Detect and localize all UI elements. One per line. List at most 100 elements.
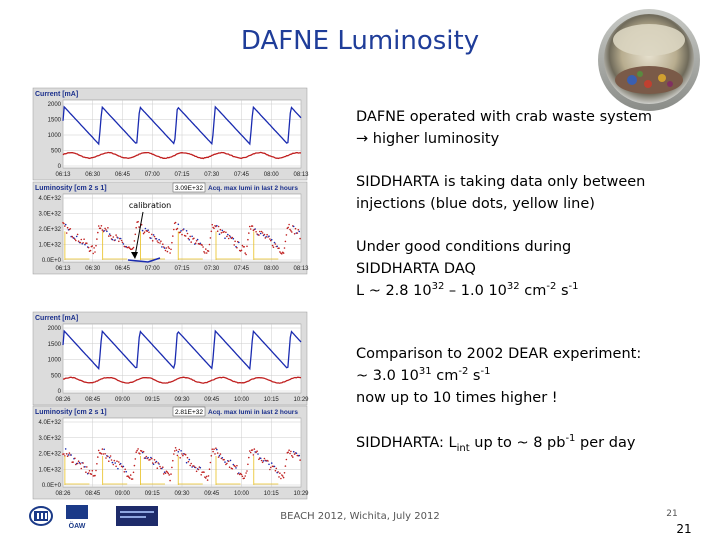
luminosity-point <box>96 463 98 465</box>
luminosity-point <box>143 231 146 233</box>
luminosity-point <box>289 452 291 455</box>
luminosity-point <box>273 465 276 468</box>
plot-panel: Luminosity [cm 2 s 1] 3.09E+32 Acq. max lu… <box>32 181 309 275</box>
daq-line <box>215 231 241 260</box>
luminosity-point <box>267 460 269 462</box>
y-tick-label: 4.0E+32 <box>38 196 61 202</box>
luminosity-point <box>244 252 246 254</box>
x-tick-label: 07:00 <box>145 172 161 178</box>
luminosity-point <box>195 470 198 473</box>
luminosity-point <box>132 246 135 249</box>
luminosity-point <box>202 246 204 248</box>
luminosity-point <box>172 459 174 462</box>
luminosity-point <box>79 463 82 465</box>
luminosity-point <box>186 232 189 235</box>
luminosity-point <box>217 225 220 228</box>
luminosity-point <box>292 225 295 228</box>
luminosity-point <box>299 459 301 461</box>
luminosity-point <box>224 461 226 463</box>
text-run: → higher luminosity <box>356 131 500 147</box>
luminosity-point <box>226 462 228 465</box>
luminosity-point <box>270 238 273 241</box>
luminosity-point <box>233 244 235 246</box>
luminosity-point <box>170 248 172 251</box>
luminosity-point <box>274 243 277 245</box>
luminosity-point <box>117 467 119 470</box>
luminosity-point <box>123 471 126 473</box>
x-tick-label: 09:45 <box>204 491 220 497</box>
x-tick-label: 06:45 <box>115 266 131 272</box>
luminosity-point <box>161 467 163 470</box>
daq-line <box>140 231 165 260</box>
luminosity-point <box>162 473 165 475</box>
luminosity-point <box>71 235 73 238</box>
luminosity-point <box>236 464 238 467</box>
luminosity-point <box>177 451 180 453</box>
text-run: L ~ 2.8 10 <box>356 283 432 299</box>
luminosity-point <box>67 454 70 456</box>
luminosity-point <box>177 223 180 226</box>
y-tick-label: 1.0E+32 <box>38 243 61 249</box>
luminosity-point <box>246 245 248 248</box>
luminosity-point <box>208 468 211 471</box>
luminosity-point <box>263 457 266 460</box>
luminosity-point <box>85 471 87 474</box>
luminosity-point <box>275 467 278 470</box>
luminosity-point <box>147 229 149 231</box>
luminosity-point <box>115 234 117 236</box>
luminosity-point <box>96 238 98 240</box>
x-tick-label: 07:15 <box>174 266 190 272</box>
luminosity-point <box>173 450 176 452</box>
luminosity-point <box>218 233 221 235</box>
luminosity-point <box>129 474 132 476</box>
luminosity-point <box>287 226 290 229</box>
luminosity-point <box>168 247 170 250</box>
annotation-arrowhead <box>131 252 138 259</box>
luminosity-point <box>64 225 66 227</box>
luminosity-point <box>292 450 295 453</box>
luminosity-point <box>91 245 94 247</box>
luminosity-point <box>205 252 208 254</box>
luminosity-point <box>172 235 174 237</box>
x-tick-label: 08:26 <box>55 397 71 403</box>
luminosity-point <box>95 469 97 472</box>
luminosity-point <box>228 466 231 469</box>
luminosity-point <box>279 472 281 475</box>
luminosity-point <box>193 465 195 467</box>
luminosity-point <box>261 232 264 234</box>
luminosity-point <box>298 454 301 457</box>
luminosity-point <box>284 240 287 243</box>
text-line: now up to 10 times higher ! <box>356 390 558 406</box>
photo <box>597 8 701 113</box>
text-line: injections (blue dots, yellow line) <box>356 196 595 212</box>
text-run: Under good conditions during <box>356 239 571 255</box>
luminosity-point <box>258 458 260 461</box>
luminosity-point <box>94 474 96 477</box>
luminosity-point <box>157 462 159 464</box>
luminosity-point <box>162 243 164 245</box>
luminosity-point <box>288 449 290 452</box>
luminosity-point <box>232 237 235 240</box>
luminosity-point <box>205 248 207 250</box>
luminosity-point <box>155 238 158 240</box>
luminosity-point <box>166 471 169 474</box>
luminosity-point <box>189 235 191 238</box>
luminosity-point <box>87 246 90 249</box>
luminosity-point <box>124 468 126 471</box>
luminosity-point <box>260 459 263 462</box>
luminosity-point <box>284 465 287 467</box>
luminosity-point <box>228 234 231 237</box>
luminosity-point <box>119 237 122 240</box>
luminosity-point <box>82 462 84 464</box>
luminosity-point <box>161 246 163 248</box>
luminosity-point <box>102 453 105 455</box>
luminosity-point <box>282 252 285 254</box>
y-tick-label: 1500 <box>48 342 62 348</box>
current-trace <box>62 376 302 384</box>
luminosity-point <box>167 472 170 475</box>
luminosity-point <box>247 463 249 466</box>
luminosity-point <box>248 450 251 452</box>
footer-text: BEACH 2012, Wichita, July 2012 <box>280 511 439 522</box>
luminosity-point <box>225 231 227 234</box>
luminosity-point <box>259 230 261 233</box>
